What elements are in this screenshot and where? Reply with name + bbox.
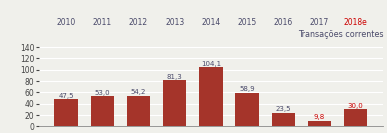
Text: 2010: 2010 bbox=[57, 18, 76, 28]
Text: 2017: 2017 bbox=[310, 18, 329, 28]
Bar bbox=[308, 121, 331, 126]
Text: Transações correntes: Transações correntes bbox=[298, 30, 383, 39]
Bar bbox=[272, 113, 295, 126]
Text: 53,0: 53,0 bbox=[94, 90, 110, 96]
Bar bbox=[54, 99, 78, 126]
Text: 104,1: 104,1 bbox=[201, 61, 221, 67]
Text: 30,0: 30,0 bbox=[348, 103, 363, 109]
Text: 81,3: 81,3 bbox=[167, 74, 183, 80]
Bar bbox=[344, 109, 368, 126]
Text: 2012: 2012 bbox=[129, 18, 148, 28]
Text: 58,9: 58,9 bbox=[239, 86, 255, 92]
Bar bbox=[91, 96, 114, 126]
Text: 2018e: 2018e bbox=[344, 18, 368, 28]
Text: 9,8: 9,8 bbox=[314, 114, 325, 120]
Bar bbox=[199, 67, 223, 126]
Text: 23,5: 23,5 bbox=[276, 107, 291, 113]
Text: 2016: 2016 bbox=[274, 18, 293, 28]
Bar bbox=[163, 80, 187, 126]
Text: 2014: 2014 bbox=[201, 18, 221, 28]
Text: 2011: 2011 bbox=[93, 18, 112, 28]
Text: 2015: 2015 bbox=[238, 18, 257, 28]
Text: 47,5: 47,5 bbox=[58, 93, 74, 99]
Bar bbox=[127, 96, 150, 126]
Text: 54,2: 54,2 bbox=[131, 89, 146, 95]
Bar bbox=[235, 93, 259, 126]
Text: 2013: 2013 bbox=[165, 18, 184, 28]
